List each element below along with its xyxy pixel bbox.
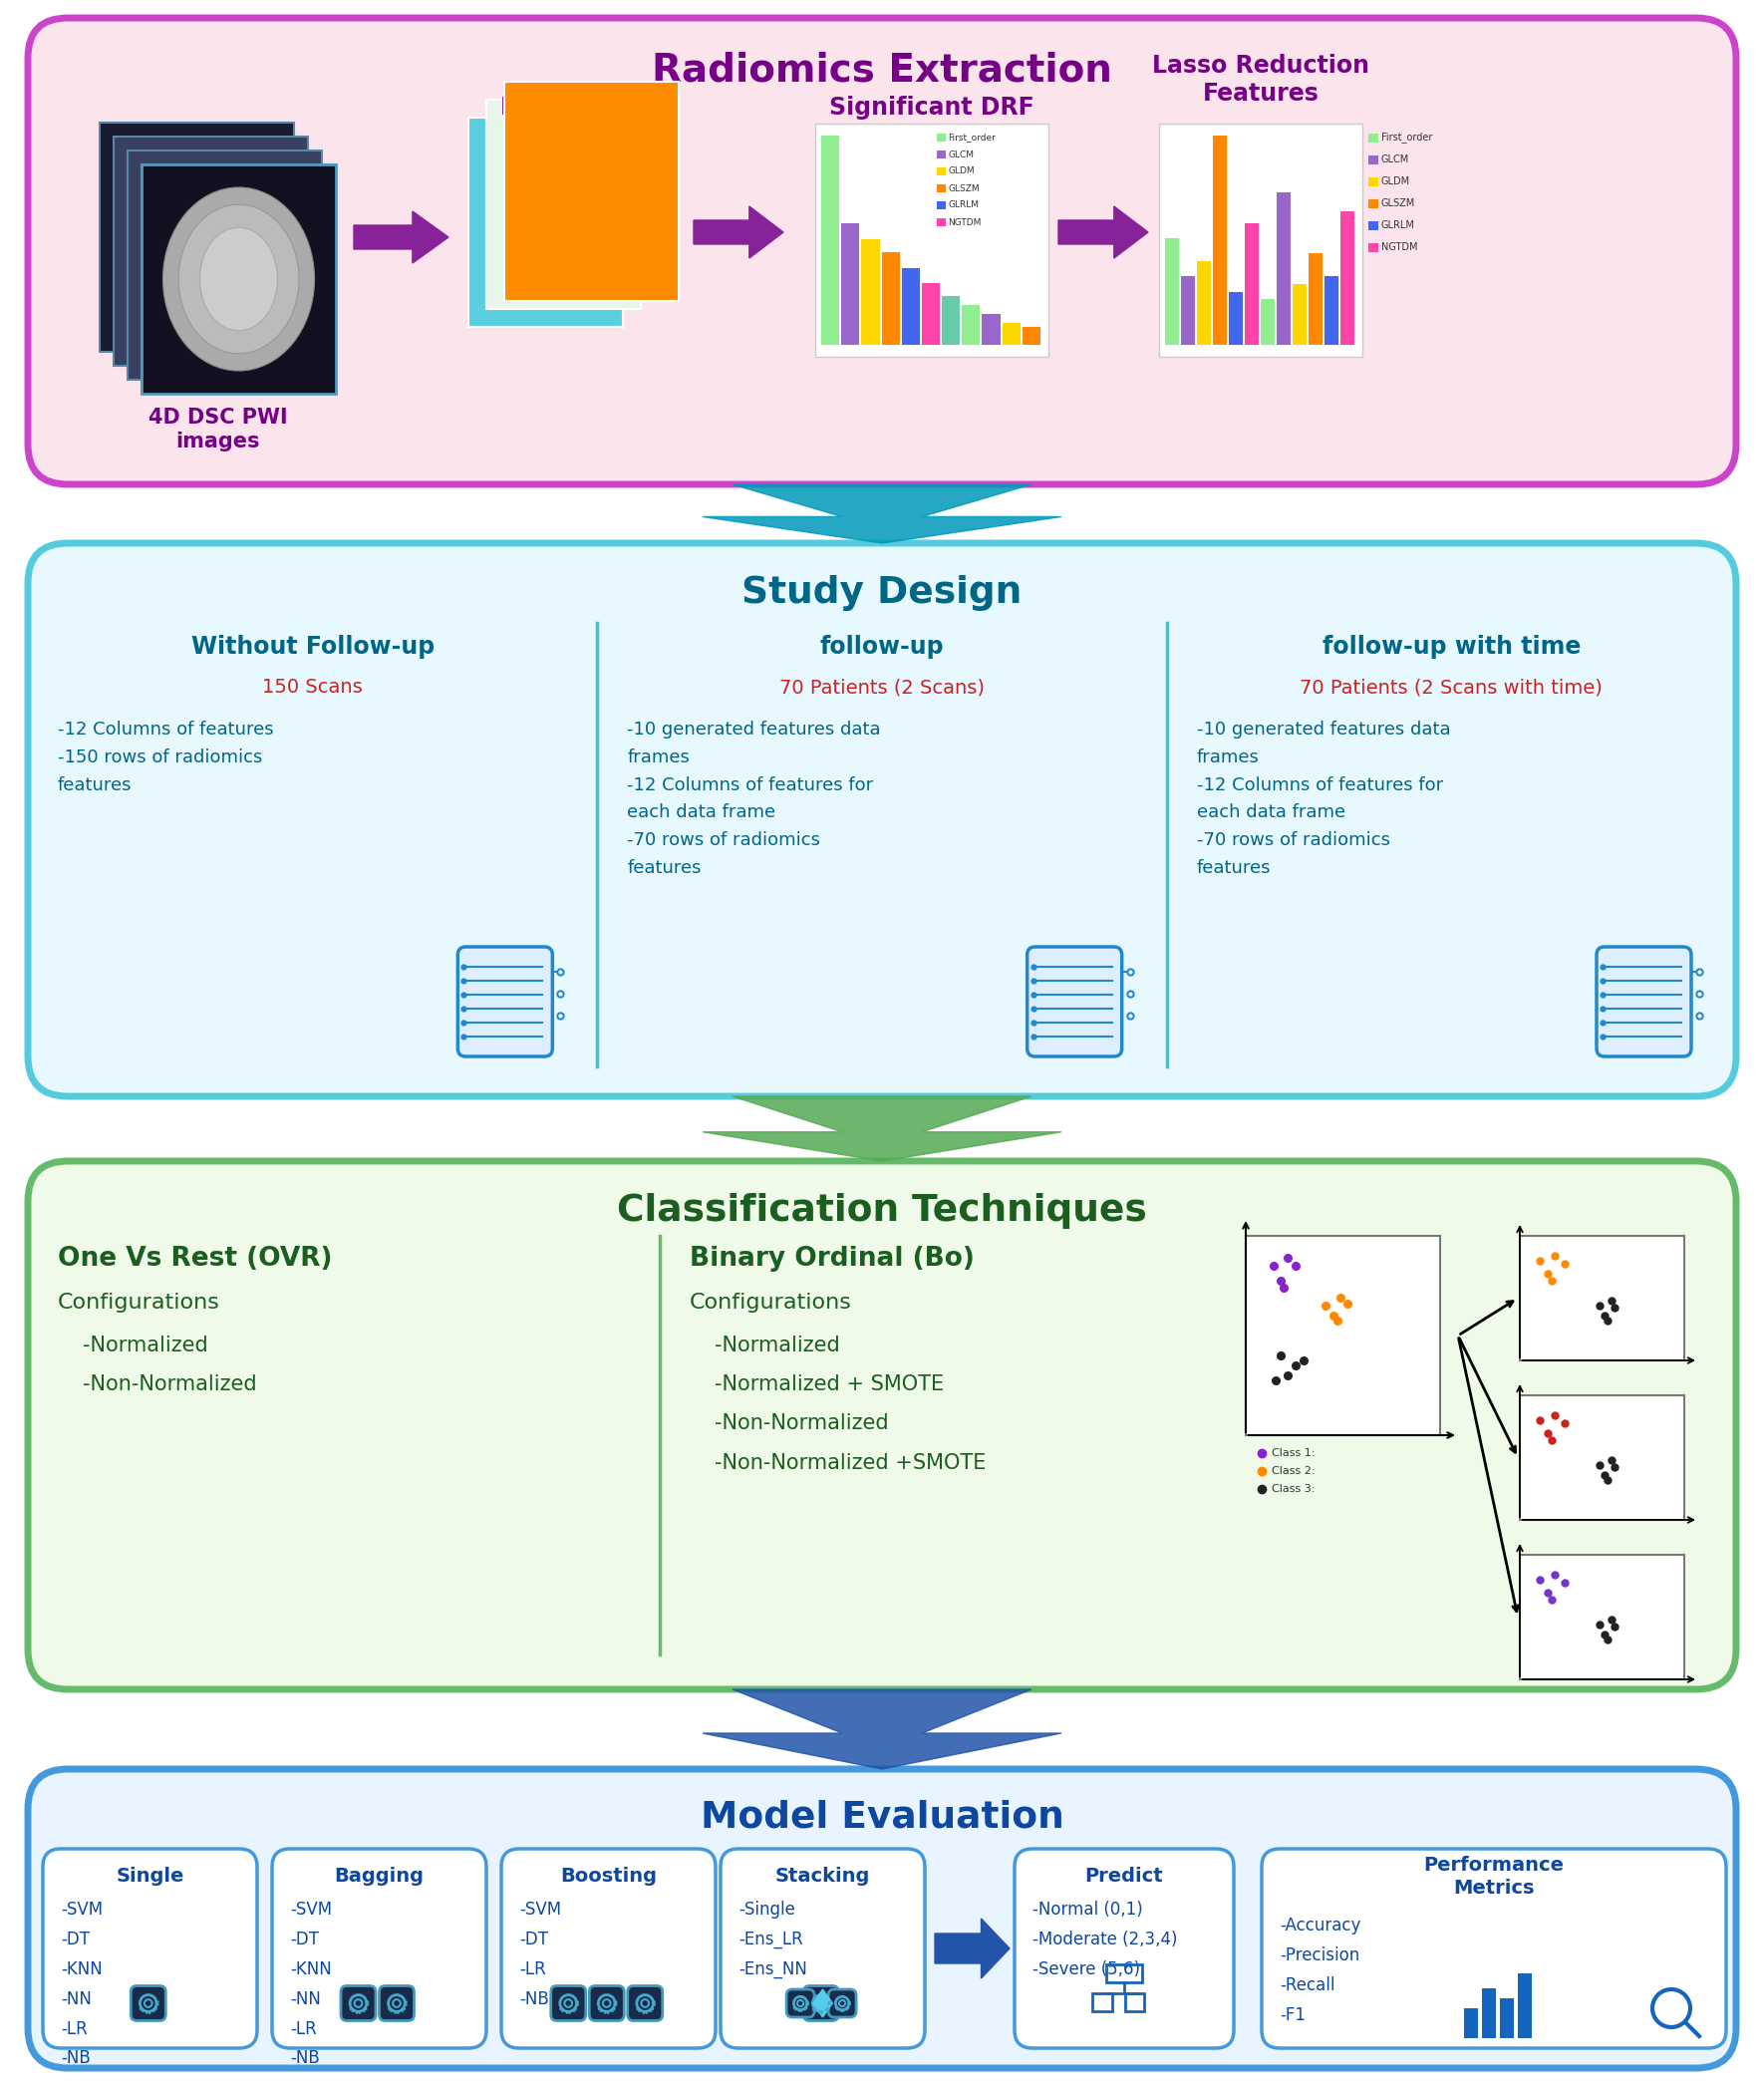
FancyBboxPatch shape	[937, 134, 946, 142]
Text: -Normal (0,1)
-Moderate (2,3,4)
-Severe (5,6): -Normal (0,1) -Moderate (2,3,4) -Severe …	[1032, 1901, 1178, 1978]
FancyBboxPatch shape	[501, 1849, 716, 2047]
Text: NGTDM: NGTDM	[949, 217, 981, 227]
FancyBboxPatch shape	[131, 1987, 166, 2020]
FancyBboxPatch shape	[1521, 1236, 1685, 1361]
FancyBboxPatch shape	[487, 100, 640, 309]
FancyBboxPatch shape	[942, 296, 960, 344]
FancyBboxPatch shape	[141, 165, 335, 394]
FancyBboxPatch shape	[379, 1987, 415, 2020]
FancyBboxPatch shape	[1482, 1989, 1496, 2039]
FancyBboxPatch shape	[28, 1160, 1736, 1688]
FancyBboxPatch shape	[787, 1989, 815, 2018]
FancyBboxPatch shape	[829, 1989, 856, 2018]
FancyBboxPatch shape	[1027, 947, 1122, 1056]
Text: Binary Ordinal (Bo): Binary Ordinal (Bo)	[690, 1246, 975, 1271]
FancyBboxPatch shape	[1517, 1974, 1531, 2039]
FancyBboxPatch shape	[1023, 328, 1041, 344]
Text: Significant DRF: Significant DRF	[829, 96, 1034, 119]
Text: GLCM: GLCM	[949, 150, 974, 159]
FancyBboxPatch shape	[1341, 211, 1355, 344]
FancyBboxPatch shape	[469, 117, 623, 328]
Text: -10 generated features data
frames
-12 Columns of features for
each data frame
-: -10 generated features data frames -12 C…	[628, 720, 880, 877]
Text: Boosting: Boosting	[561, 1868, 656, 1887]
FancyBboxPatch shape	[340, 1987, 376, 2020]
Text: -SVM
-DT
-LR
-NB: -SVM -DT -LR -NB	[519, 1901, 561, 2008]
FancyBboxPatch shape	[1369, 221, 1378, 230]
Text: GLSZM: GLSZM	[1381, 198, 1415, 209]
FancyBboxPatch shape	[550, 1987, 586, 2020]
FancyBboxPatch shape	[272, 1849, 487, 2047]
FancyBboxPatch shape	[822, 136, 840, 344]
FancyBboxPatch shape	[882, 253, 900, 344]
Text: Stacking: Stacking	[774, 1868, 870, 1887]
FancyBboxPatch shape	[1499, 1997, 1514, 2039]
Text: -Normalized
-Non-Normalized: -Normalized -Non-Normalized	[83, 1336, 258, 1394]
Text: -Normalized
-Normalized + SMOTE
-Non-Normalized
-Non-Normalized +SMOTE: -Normalized -Normalized + SMOTE -Non-Nor…	[714, 1336, 986, 1473]
FancyBboxPatch shape	[141, 165, 335, 394]
FancyBboxPatch shape	[1277, 192, 1291, 344]
FancyBboxPatch shape	[901, 267, 919, 344]
FancyBboxPatch shape	[937, 150, 946, 159]
FancyBboxPatch shape	[505, 81, 679, 301]
Text: First_order: First_order	[1381, 131, 1432, 144]
Text: First_order: First_order	[949, 134, 997, 142]
FancyBboxPatch shape	[28, 543, 1736, 1096]
Text: Radiomics: Radiomics	[501, 96, 637, 119]
Text: Bagging: Bagging	[335, 1868, 423, 1887]
FancyBboxPatch shape	[28, 19, 1736, 484]
Text: 4D DSC PWI
images: 4D DSC PWI images	[148, 409, 288, 451]
FancyBboxPatch shape	[1245, 223, 1259, 344]
FancyBboxPatch shape	[937, 184, 946, 192]
Text: NGTDM: NGTDM	[1381, 242, 1418, 253]
FancyBboxPatch shape	[804, 1987, 838, 2020]
Polygon shape	[702, 1688, 1062, 1770]
FancyBboxPatch shape	[628, 1987, 663, 2020]
Polygon shape	[693, 207, 783, 259]
Polygon shape	[1058, 207, 1148, 259]
FancyBboxPatch shape	[861, 240, 880, 344]
FancyBboxPatch shape	[983, 313, 1000, 344]
Text: Class 3:: Class 3:	[1272, 1484, 1314, 1494]
FancyBboxPatch shape	[815, 123, 1048, 357]
FancyBboxPatch shape	[720, 1849, 924, 2047]
FancyBboxPatch shape	[841, 223, 859, 344]
Text: Single: Single	[116, 1868, 183, 1887]
FancyBboxPatch shape	[961, 305, 981, 344]
Text: GLDM: GLDM	[1381, 177, 1411, 186]
Text: GLRLM: GLRLM	[1381, 221, 1415, 230]
Text: Study Design: Study Design	[743, 576, 1021, 611]
Text: 150 Scans: 150 Scans	[263, 678, 363, 697]
FancyBboxPatch shape	[1261, 1849, 1727, 2047]
FancyBboxPatch shape	[1596, 947, 1692, 1056]
Text: -12 Columns of features
-150 rows of radiomics
features: -12 Columns of features -150 rows of rad…	[58, 720, 273, 793]
Text: Class 2:: Class 2:	[1272, 1465, 1314, 1476]
Text: follow-up: follow-up	[820, 634, 944, 659]
Polygon shape	[702, 1096, 1062, 1160]
Text: -SVM
-DT
-KNN
-NN
-LR
-NB: -SVM -DT -KNN -NN -LR -NB	[60, 1901, 102, 2068]
FancyBboxPatch shape	[589, 1987, 624, 2020]
FancyBboxPatch shape	[1230, 292, 1244, 344]
FancyBboxPatch shape	[459, 947, 552, 1056]
Polygon shape	[935, 1918, 1009, 1978]
Text: 70 Patients (2 Scans with time): 70 Patients (2 Scans with time)	[1300, 678, 1603, 697]
Ellipse shape	[162, 188, 314, 371]
Text: Configurations: Configurations	[690, 1292, 852, 1313]
Text: 70 Patients (2 Scans): 70 Patients (2 Scans)	[780, 678, 984, 697]
Text: Predict: Predict	[1085, 1868, 1162, 1887]
Polygon shape	[813, 1989, 833, 2018]
Text: -10 generated features data
frames
-12 Columns of features for
each data frame
-: -10 generated features data frames -12 C…	[1196, 720, 1450, 877]
Text: GLCM: GLCM	[1381, 154, 1409, 165]
FancyBboxPatch shape	[113, 136, 309, 365]
Text: Configurations: Configurations	[58, 1292, 220, 1313]
FancyBboxPatch shape	[28, 1770, 1736, 2068]
Text: GLDM: GLDM	[949, 167, 975, 175]
FancyBboxPatch shape	[937, 219, 946, 225]
FancyBboxPatch shape	[1014, 1849, 1233, 2047]
FancyBboxPatch shape	[1198, 261, 1210, 344]
Text: Lasso Reduction
Features: Lasso Reduction Features	[1152, 54, 1369, 106]
FancyBboxPatch shape	[1002, 323, 1020, 344]
FancyBboxPatch shape	[1164, 238, 1178, 344]
FancyBboxPatch shape	[1369, 200, 1378, 209]
Text: -Accuracy
-Precision
-Recall
-F1: -Accuracy -Precision -Recall -F1	[1279, 1916, 1360, 2024]
FancyBboxPatch shape	[1159, 123, 1362, 357]
